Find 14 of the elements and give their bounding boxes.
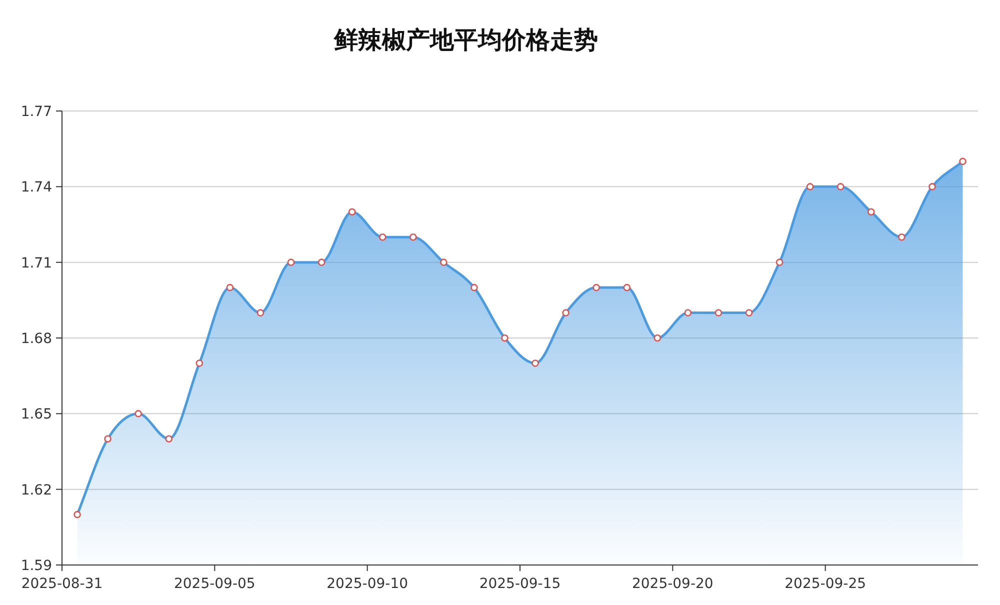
y-tick-label: 1.65 <box>20 406 52 423</box>
y-tick-label: 1.71 <box>20 255 52 272</box>
chart-title: 鲜辣椒产地平均价格走势 <box>333 26 598 54</box>
x-tick-label: 2025-09-15 <box>479 576 561 592</box>
x-tick-label: 2025-09-20 <box>632 576 714 592</box>
y-tick-label: 1.68 <box>20 331 52 347</box>
y-tick-label: 1.74 <box>20 180 52 196</box>
y-tick-label: 1.77 <box>20 104 52 120</box>
y-tick-label: 1.59 <box>20 558 52 574</box>
x-tick-label: 2025-09-25 <box>784 576 866 592</box>
y-tick-label: 1.62 <box>20 482 52 498</box>
x-tick-label: 2025-09-10 <box>326 576 408 592</box>
x-tick-label: 2025-08-31 <box>21 576 103 592</box>
x-tick-label: 2025-09-05 <box>174 576 256 592</box>
